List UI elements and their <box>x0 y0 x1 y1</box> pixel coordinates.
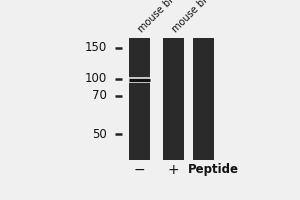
Bar <box>163 38 184 160</box>
Text: mouse brain: mouse brain <box>136 0 187 34</box>
Bar <box>129 77 150 83</box>
Text: 50: 50 <box>92 128 107 141</box>
Text: 100: 100 <box>85 72 107 85</box>
Text: 150: 150 <box>85 41 107 54</box>
Text: +: + <box>168 163 179 177</box>
Bar <box>193 38 214 160</box>
Text: mouse brain: mouse brain <box>170 0 220 34</box>
Bar <box>129 38 150 160</box>
Text: Peptide: Peptide <box>188 163 238 176</box>
Text: −: − <box>134 163 146 177</box>
Text: 70: 70 <box>92 89 107 102</box>
